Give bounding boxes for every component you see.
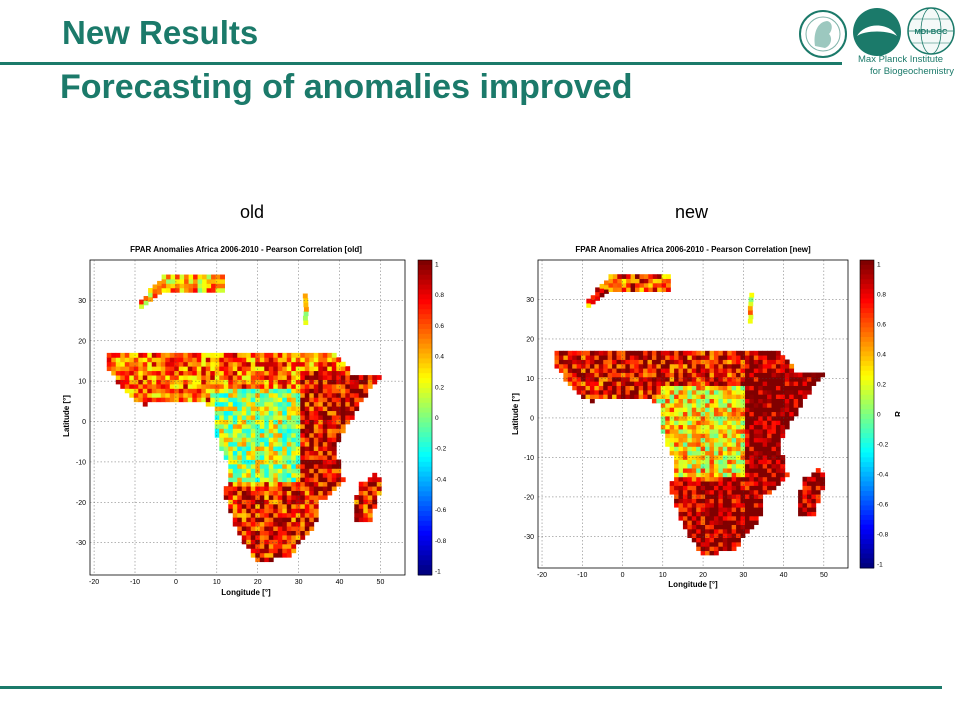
colorbar-tick-label: -0.4 bbox=[435, 476, 447, 483]
x-tick-label: 0 bbox=[174, 579, 178, 586]
y-tick-label: 30 bbox=[526, 297, 534, 304]
x-axis-label: Longitude [°] bbox=[668, 580, 718, 589]
y-tick-label: -20 bbox=[76, 500, 86, 507]
y-tick-label: 30 bbox=[78, 298, 86, 305]
x-tick-label: -20 bbox=[537, 572, 547, 579]
x-tick-label: 50 bbox=[377, 579, 385, 586]
y-tick-label: 10 bbox=[526, 376, 534, 383]
y-tick-label: -20 bbox=[524, 494, 534, 501]
colorbar-tick-label: -0.4 bbox=[877, 472, 889, 479]
x-tick-label: 20 bbox=[699, 572, 707, 579]
colorbar-tick-label: -0.8 bbox=[435, 538, 447, 545]
y-tick-label: -30 bbox=[524, 534, 534, 541]
x-tick-label: 30 bbox=[739, 572, 747, 579]
x-axis-label: Longitude [°] bbox=[221, 588, 271, 597]
y-tick-label: -10 bbox=[76, 459, 86, 466]
y-axis-label: Latitude [°] bbox=[62, 395, 71, 437]
map-label-old: old bbox=[240, 202, 265, 222]
colorbar-tick-label: 0.8 bbox=[877, 292, 886, 299]
colorbar-tick-label: 1 bbox=[435, 262, 439, 269]
map-plot-area: -20 -10 0 10 20 30 40 50 30 20 10 0 -10 -20 -30 bbox=[524, 259, 849, 579]
x-tick-label: -20 bbox=[89, 579, 99, 586]
colorbar-label: R bbox=[894, 411, 900, 417]
x-tick-label: -10 bbox=[577, 572, 587, 579]
slide-subtitle: Forecasting of anomalies improved bbox=[60, 68, 633, 106]
x-tick-label: 0 bbox=[621, 572, 625, 579]
y-tick-label: 10 bbox=[78, 379, 86, 386]
map-label-new: new bbox=[675, 202, 709, 222]
y-tick-label: 20 bbox=[78, 338, 86, 345]
colorbar-tick-label: 0 bbox=[877, 412, 881, 419]
y-tick-label: 0 bbox=[82, 419, 86, 426]
institute-name-line2: for Biogeochemistry bbox=[870, 66, 954, 77]
x-tick-label: 50 bbox=[820, 572, 828, 579]
minerva-seal-icon bbox=[799, 10, 847, 58]
colorbar-tick-label: 0.2 bbox=[435, 384, 444, 391]
colorbar-tick-label: 1 bbox=[877, 262, 881, 269]
y-tick-label: 0 bbox=[530, 415, 534, 422]
colorbar-tick-label: 0.4 bbox=[877, 352, 886, 359]
colorbar-tick-label: -0.8 bbox=[877, 532, 889, 539]
mdi-bgc-badge: MDI-BGC bbox=[915, 27, 948, 36]
map-plot-area: -20 -10 0 10 20 30 40 50 30 20 10 0 -10 -20 -30 bbox=[76, 259, 406, 586]
correlation-map-old: FPAR Anomalies Africa 2006-2010 - Pearso… bbox=[62, 245, 447, 597]
y-tick-label: 20 bbox=[526, 336, 534, 343]
x-tick-label: 20 bbox=[254, 579, 262, 586]
map-title: FPAR Anomalies Africa 2006-2010 - Pearso… bbox=[575, 245, 811, 254]
correlation-map-new: FPAR Anomalies Africa 2006-2010 - Pearso… bbox=[511, 245, 900, 589]
colorbar-tick-label: -0.2 bbox=[877, 442, 889, 449]
mdi-bgc-globe-icon: MDI-BGC bbox=[907, 7, 955, 55]
colorbar-tick-label: 0.6 bbox=[877, 322, 886, 329]
colorbar-tick-label: 0.6 bbox=[435, 323, 444, 330]
x-tick-label: 10 bbox=[659, 572, 667, 579]
colorbar-tick-label: -0.6 bbox=[877, 502, 889, 509]
x-tick-label: 10 bbox=[213, 579, 221, 586]
colorbar-tick-label: 0.4 bbox=[435, 354, 444, 361]
colorbar: 1 0.8 0.6 0.4 0.2 0 -0.2 -0.4 -0.6 -0.8 -1 bbox=[859, 259, 889, 569]
colorbar-tick-label: 0.2 bbox=[877, 382, 886, 389]
institute-logos: MDI-BGC bbox=[799, 7, 955, 58]
x-tick-label: 30 bbox=[295, 579, 303, 586]
slide-title: New Results bbox=[62, 14, 259, 51]
y-tick-label: -10 bbox=[524, 455, 534, 462]
colorbar-tick-label: 0.8 bbox=[435, 292, 444, 299]
y-tick-label: -30 bbox=[76, 540, 86, 547]
colorbar-tick-label: -0.2 bbox=[435, 446, 447, 453]
footer-rule bbox=[0, 686, 942, 689]
colorbar-tick-label: -1 bbox=[877, 562, 883, 569]
header-rule bbox=[0, 62, 842, 65]
colorbar-tick-label: -1 bbox=[435, 569, 441, 576]
x-tick-label: 40 bbox=[336, 579, 344, 586]
map-title: FPAR Anomalies Africa 2006-2010 - Pearso… bbox=[130, 245, 362, 254]
colorbar: 1 0.8 0.6 0.4 0.2 0 -0.2 -0.4 -0.6 -0.8 -1 bbox=[417, 259, 447, 576]
x-tick-label: 40 bbox=[780, 572, 788, 579]
y-axis-label: Latitude [°] bbox=[511, 393, 520, 435]
colorbar-tick-label: -0.6 bbox=[435, 507, 447, 514]
mpi-circle-logo-icon bbox=[853, 8, 901, 56]
x-tick-label: -10 bbox=[130, 579, 140, 586]
institute-name-line1: Max Planck Institute bbox=[858, 54, 944, 65]
colorbar-tick-label: 0 bbox=[435, 415, 439, 422]
